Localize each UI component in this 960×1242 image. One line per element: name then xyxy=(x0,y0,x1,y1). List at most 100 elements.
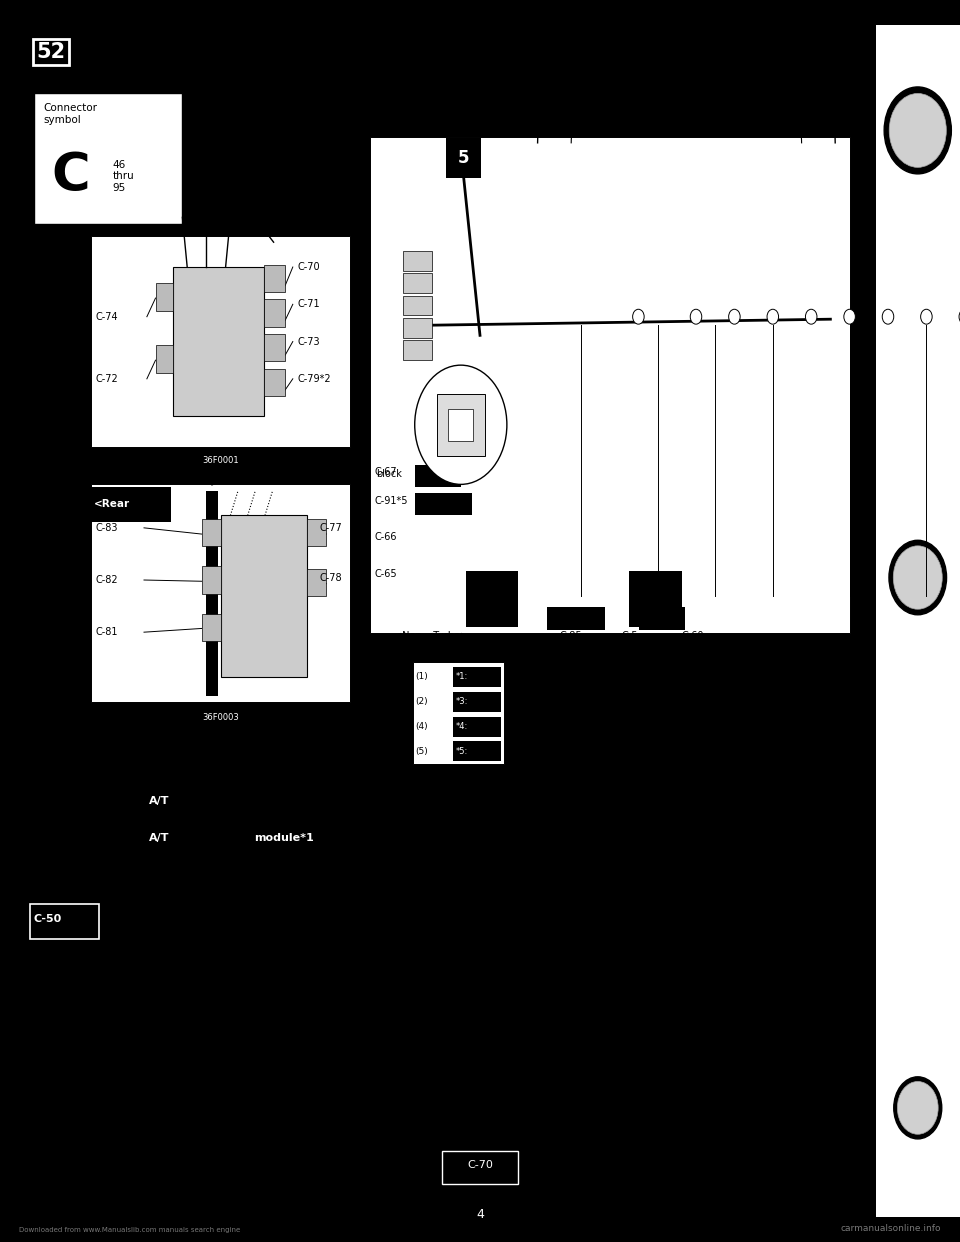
Bar xyxy=(876,25,960,1217)
Text: C-70: C-70 xyxy=(468,1160,492,1170)
Circle shape xyxy=(690,309,702,324)
Bar xyxy=(91,484,350,702)
Circle shape xyxy=(893,545,943,610)
Text: *3:: *3: xyxy=(456,697,468,707)
Text: 46
thru
95: 46 thru 95 xyxy=(112,160,134,193)
Text: C-5: C-5 xyxy=(621,631,637,641)
Text: C-85: C-85 xyxy=(560,631,583,641)
Text: module*1: module*1 xyxy=(254,833,314,843)
Circle shape xyxy=(889,93,947,168)
Text: (2): (2) xyxy=(416,697,428,707)
Bar xyxy=(264,265,285,292)
Circle shape xyxy=(805,309,817,324)
Bar xyxy=(202,519,221,546)
Text: C-60: C-60 xyxy=(682,631,704,641)
Circle shape xyxy=(889,540,947,615)
Text: 4: 4 xyxy=(476,1208,484,1221)
Bar xyxy=(453,692,501,712)
Circle shape xyxy=(921,309,932,324)
Text: C-73: C-73 xyxy=(298,337,321,347)
Text: C-82: C-82 xyxy=(96,575,119,585)
Bar xyxy=(453,717,501,737)
Text: C-50: C-50 xyxy=(34,914,61,924)
Text: A/T: A/T xyxy=(149,796,169,806)
Text: 36F0001: 36F0001 xyxy=(203,456,239,466)
Text: A/T: A/T xyxy=(149,833,169,843)
Bar xyxy=(453,667,501,687)
Bar xyxy=(34,93,182,224)
Text: Connector
symbol: Connector symbol xyxy=(43,103,97,124)
Circle shape xyxy=(884,87,951,174)
Bar xyxy=(370,137,850,633)
Text: (4): (4) xyxy=(416,722,428,732)
Bar xyxy=(156,283,173,310)
Bar xyxy=(403,273,432,293)
Bar xyxy=(415,493,472,515)
Text: C-72: C-72 xyxy=(96,374,119,384)
Bar xyxy=(446,138,481,178)
Text: (1): (1) xyxy=(416,672,428,682)
Text: C-79*2: C-79*2 xyxy=(298,374,331,384)
Text: C-71: C-71 xyxy=(298,299,321,309)
Bar xyxy=(403,340,432,360)
Text: *5:: *5: xyxy=(456,746,468,756)
Bar xyxy=(206,491,218,696)
Circle shape xyxy=(894,1077,942,1139)
Text: *1:: *1: xyxy=(456,672,468,682)
Text: <Rear: <Rear xyxy=(94,499,131,509)
Bar xyxy=(146,786,189,818)
Bar xyxy=(403,318,432,338)
Circle shape xyxy=(633,309,644,324)
Bar xyxy=(639,607,685,630)
Text: C-67: C-67 xyxy=(374,467,397,477)
Text: C-65: C-65 xyxy=(374,569,397,579)
Text: C-77: C-77 xyxy=(320,523,343,533)
Text: (5): (5) xyxy=(416,746,428,756)
Bar xyxy=(173,267,264,416)
Bar xyxy=(307,569,326,596)
Text: block: block xyxy=(376,469,402,479)
Text: carmanualsonline.info: carmanualsonline.info xyxy=(840,1225,941,1233)
Circle shape xyxy=(415,365,507,484)
Circle shape xyxy=(729,309,740,324)
Circle shape xyxy=(882,309,894,324)
Bar xyxy=(202,614,221,641)
Bar xyxy=(437,394,485,456)
Text: C-83: C-83 xyxy=(96,523,118,533)
Bar xyxy=(89,487,171,522)
Text: C-74: C-74 xyxy=(96,312,119,322)
Bar xyxy=(202,566,221,594)
Bar xyxy=(252,823,338,856)
Circle shape xyxy=(959,309,960,324)
Bar xyxy=(547,607,605,630)
Text: <Non-<Turbo>: <Non-<Turbo> xyxy=(394,631,468,641)
Text: *4:: *4: xyxy=(456,722,468,732)
Bar xyxy=(221,515,307,677)
Text: 5: 5 xyxy=(458,149,469,166)
Text: C-91*5: C-91*5 xyxy=(374,496,408,505)
Bar xyxy=(264,369,285,396)
Text: C-81: C-81 xyxy=(96,627,118,637)
Bar xyxy=(156,345,173,373)
Text: C-78: C-78 xyxy=(320,573,343,582)
Text: C-66: C-66 xyxy=(374,532,396,542)
Text: 52: 52 xyxy=(36,42,65,62)
Bar xyxy=(415,465,461,487)
Circle shape xyxy=(844,309,855,324)
Bar xyxy=(91,236,350,447)
Text: 36F0003: 36F0003 xyxy=(203,713,239,723)
Bar xyxy=(146,823,189,856)
Text: Downloaded from www.Manualslib.com manuals search engine: Downloaded from www.Manualslib.com manua… xyxy=(19,1227,240,1233)
Text: C-70: C-70 xyxy=(298,262,321,272)
Bar xyxy=(264,299,285,327)
Bar xyxy=(403,296,432,315)
Bar xyxy=(307,519,326,546)
Bar xyxy=(442,1151,518,1184)
Circle shape xyxy=(898,1082,938,1134)
Circle shape xyxy=(767,309,779,324)
Bar xyxy=(403,251,432,271)
Bar xyxy=(453,741,501,761)
Text: C: C xyxy=(51,150,89,202)
Bar xyxy=(629,571,682,627)
Bar xyxy=(30,904,99,939)
